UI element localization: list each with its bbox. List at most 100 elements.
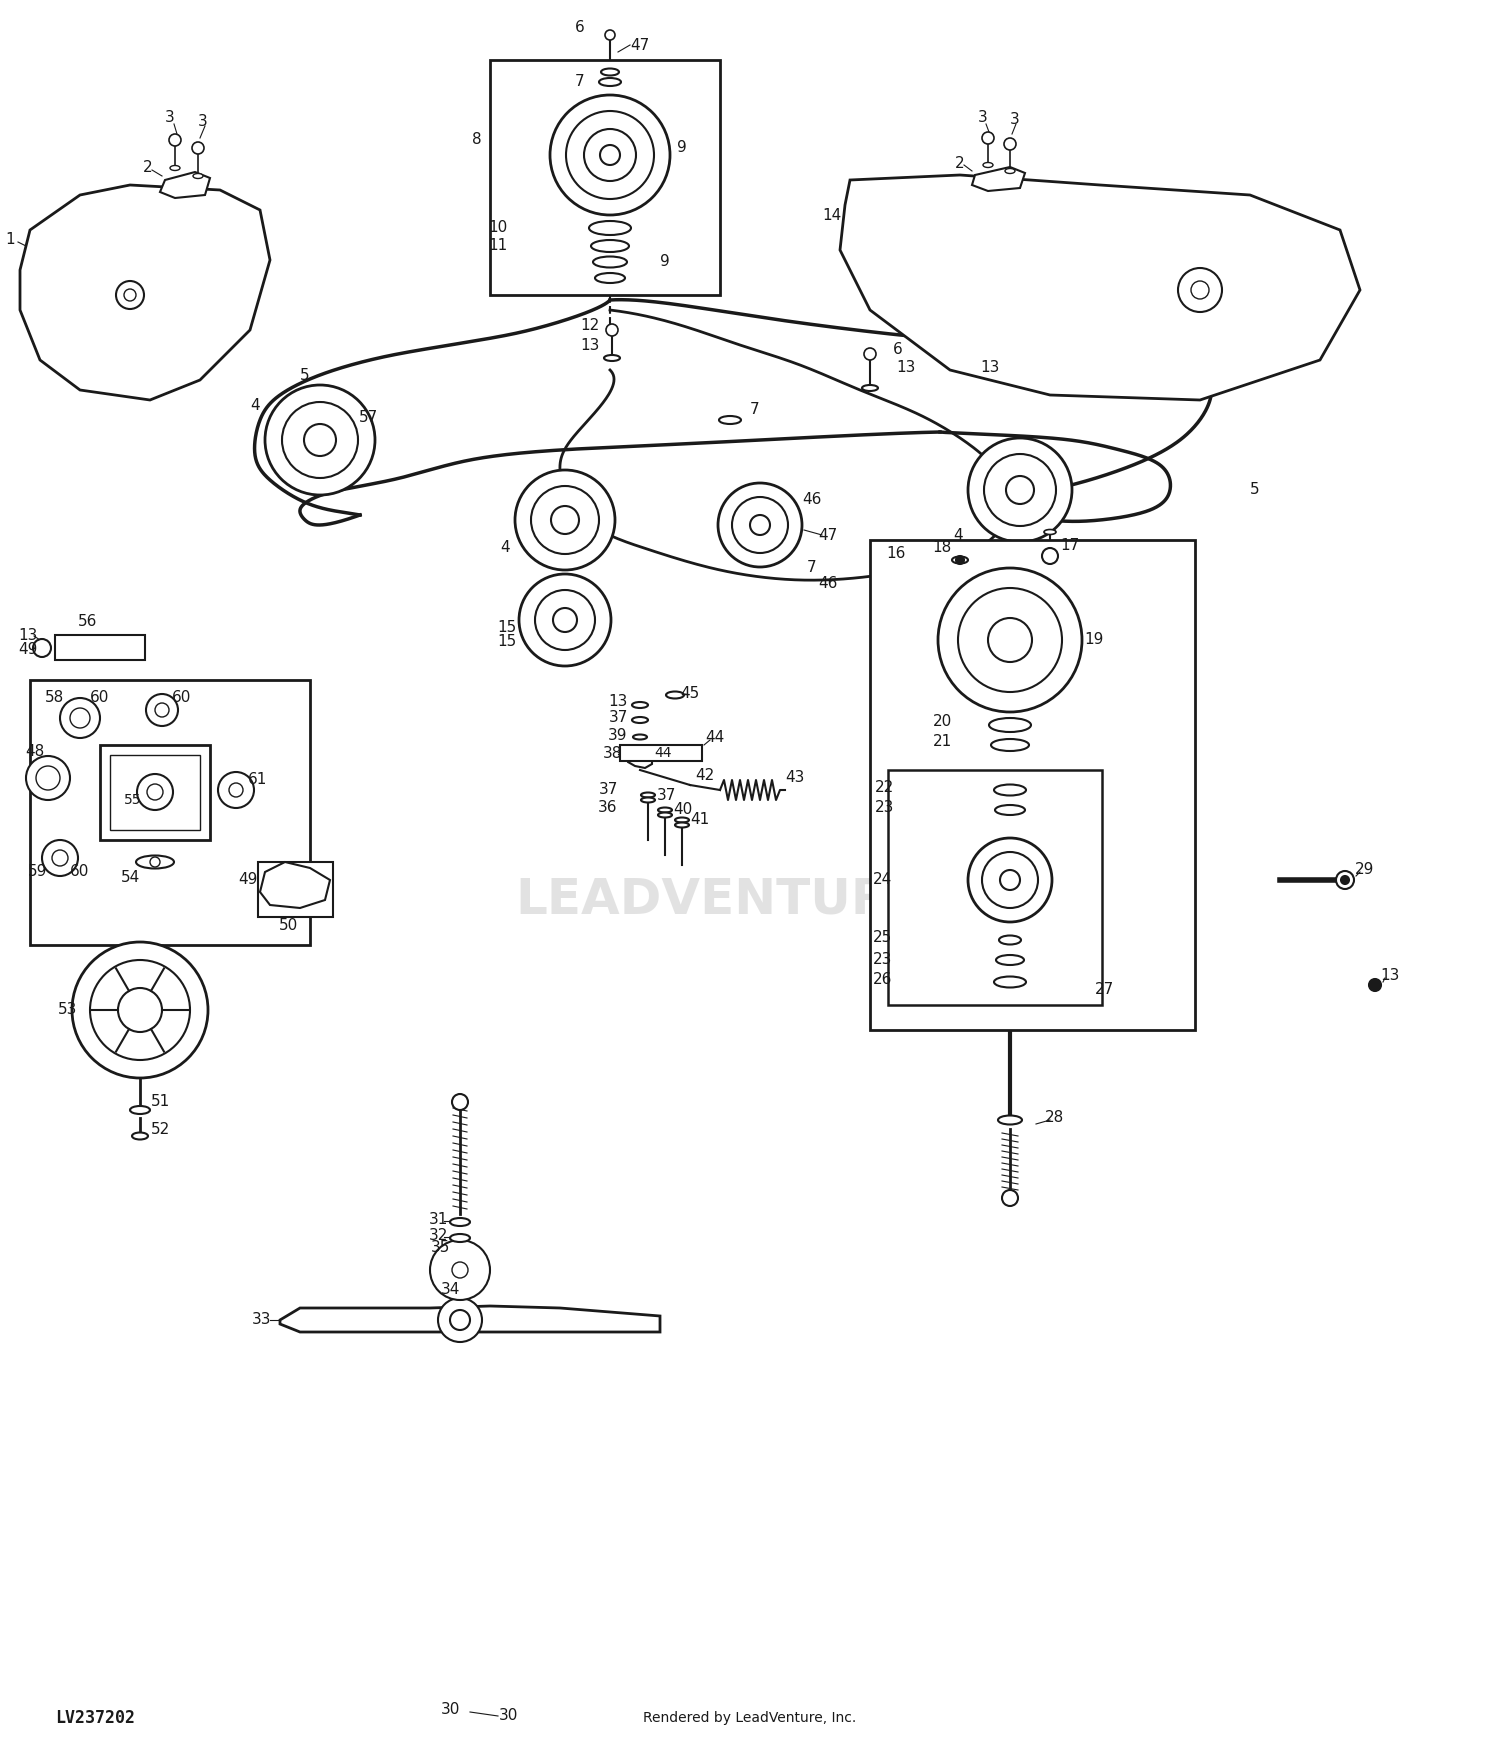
Circle shape [1178, 268, 1222, 312]
Circle shape [452, 1094, 468, 1110]
Ellipse shape [998, 1115, 1022, 1125]
Text: 12: 12 [580, 317, 600, 332]
Polygon shape [160, 172, 210, 198]
Text: 3: 3 [978, 110, 988, 126]
Circle shape [150, 858, 160, 866]
Text: 5: 5 [300, 368, 310, 383]
Text: 52: 52 [150, 1122, 170, 1138]
Text: 23: 23 [876, 800, 894, 816]
Ellipse shape [718, 416, 741, 424]
Text: 13: 13 [609, 695, 627, 709]
Text: 34: 34 [441, 1283, 459, 1297]
Circle shape [1336, 872, 1354, 889]
Circle shape [124, 289, 136, 301]
Ellipse shape [640, 798, 656, 803]
Circle shape [42, 840, 78, 877]
Text: 60: 60 [172, 691, 192, 705]
Ellipse shape [658, 807, 672, 812]
Circle shape [430, 1241, 490, 1300]
Circle shape [266, 385, 375, 495]
Ellipse shape [632, 702, 648, 709]
Bar [620, 746, 702, 761]
Ellipse shape [952, 556, 968, 564]
Ellipse shape [658, 812, 672, 817]
Circle shape [606, 324, 618, 336]
Circle shape [864, 348, 876, 360]
Circle shape [304, 424, 336, 457]
Text: 14: 14 [822, 208, 842, 222]
Text: 23: 23 [873, 952, 892, 968]
Circle shape [988, 618, 1032, 662]
Text: 8: 8 [472, 133, 482, 147]
Text: 4: 4 [251, 397, 260, 413]
Text: LV237202: LV237202 [56, 1710, 135, 1727]
Text: 6: 6 [574, 21, 585, 35]
Text: 35: 35 [430, 1241, 450, 1255]
Circle shape [958, 588, 1062, 691]
Ellipse shape [862, 385, 877, 390]
Circle shape [70, 709, 90, 728]
Text: 37: 37 [598, 782, 618, 798]
Text: 3: 3 [165, 110, 176, 126]
Circle shape [147, 784, 164, 800]
Text: 16: 16 [886, 546, 906, 560]
Circle shape [450, 1311, 470, 1330]
Text: 3: 3 [1010, 112, 1020, 128]
Text: 6: 6 [892, 343, 903, 357]
Ellipse shape [992, 738, 1029, 751]
Circle shape [550, 94, 670, 215]
Bar [110, 754, 200, 830]
Circle shape [982, 131, 994, 144]
Circle shape [984, 453, 1056, 527]
Ellipse shape [994, 784, 1026, 796]
Polygon shape [972, 166, 1024, 191]
Text: 45: 45 [681, 686, 699, 700]
Text: 27: 27 [1095, 982, 1113, 997]
Text: 58: 58 [45, 691, 64, 705]
Text: 29: 29 [1356, 863, 1374, 877]
Text: 49: 49 [238, 873, 258, 887]
Text: 18: 18 [933, 541, 951, 555]
Ellipse shape [132, 1132, 148, 1139]
Ellipse shape [598, 79, 621, 86]
Circle shape [72, 942, 209, 1078]
Text: 13: 13 [1380, 968, 1400, 982]
Text: 53: 53 [58, 1003, 78, 1017]
Polygon shape [840, 175, 1360, 401]
Circle shape [1000, 870, 1020, 891]
Text: 31: 31 [429, 1213, 447, 1227]
Text: 9: 9 [660, 254, 670, 270]
Text: 50: 50 [279, 917, 297, 933]
Text: 19: 19 [1084, 632, 1104, 648]
Circle shape [1004, 138, 1016, 150]
Circle shape [60, 698, 100, 738]
Circle shape [230, 782, 243, 796]
Text: 21: 21 [933, 735, 951, 749]
Text: 7: 7 [807, 560, 818, 574]
Text: 25: 25 [873, 931, 892, 945]
Text: 4: 4 [952, 527, 963, 542]
Text: 48: 48 [26, 744, 45, 760]
Circle shape [90, 961, 190, 1060]
Ellipse shape [1005, 168, 1016, 173]
Text: 5: 5 [1250, 483, 1260, 497]
Text: 59: 59 [28, 864, 48, 880]
Ellipse shape [988, 718, 1030, 732]
Polygon shape [260, 863, 330, 908]
Text: 15: 15 [498, 621, 516, 635]
Circle shape [732, 497, 788, 553]
Ellipse shape [982, 163, 993, 168]
Text: 17: 17 [1060, 539, 1080, 553]
Circle shape [718, 483, 803, 567]
Circle shape [452, 1262, 468, 1278]
Text: 13: 13 [18, 628, 38, 642]
Circle shape [1042, 548, 1058, 564]
Ellipse shape [604, 355, 619, 360]
Ellipse shape [602, 68, 619, 75]
Circle shape [438, 1298, 482, 1342]
Text: 49: 49 [18, 642, 38, 658]
Circle shape [1002, 1190, 1019, 1206]
Circle shape [53, 850, 68, 866]
Text: 44: 44 [705, 730, 724, 746]
Circle shape [536, 590, 596, 649]
